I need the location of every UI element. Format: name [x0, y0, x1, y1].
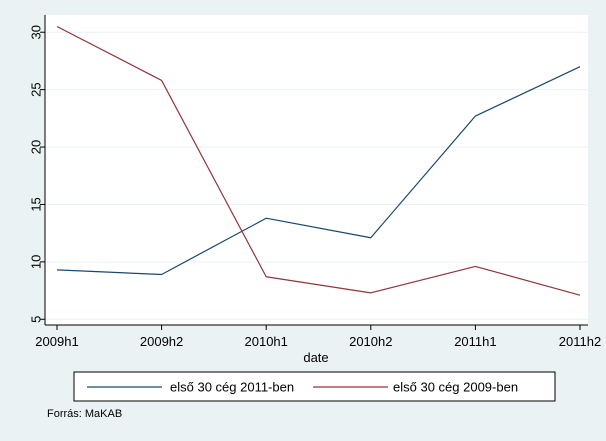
x-axis: 2009h1 2009h2 2010h1 2010h2 2011h1 2011h2 — [35, 324, 601, 349]
y-axis: 5 10 15 20 25 30 — [29, 15, 46, 325]
x-tick-label: 2010h2 — [349, 334, 392, 349]
series-line-2 — [56, 25, 581, 296]
plot-area — [45, 15, 588, 325]
x-tick-label: 2011h2 — [559, 334, 601, 349]
gridlines — [45, 31, 588, 320]
y-tick-label: 30 — [29, 25, 44, 39]
source-note: Forrás: MaKAB — [47, 408, 123, 420]
legend-label-2: első 30 cég 2009-ben — [393, 380, 518, 395]
x-tick-label: 2011h1 — [454, 334, 496, 349]
x-axis-title: date — [303, 350, 328, 365]
y-tick-label: 15 — [29, 197, 44, 211]
x-tick-label: 2010h1 — [245, 334, 288, 349]
series-line-1 — [56, 66, 581, 276]
x-tick-label: 2009h1 — [35, 334, 78, 349]
y-tick-label: 20 — [29, 140, 44, 154]
x-tick-label: 2009h2 — [140, 334, 183, 349]
series-lines — [56, 25, 581, 296]
y-tick-label: 10 — [29, 255, 44, 269]
y-tick-label: 5 — [29, 316, 44, 323]
legend: első 30 cég 2011-ben első 30 cég 2009-ben — [73, 371, 556, 402]
y-tick-label: 25 — [29, 82, 44, 96]
legend-label-1: első 30 cég 2011-ben — [170, 380, 294, 395]
